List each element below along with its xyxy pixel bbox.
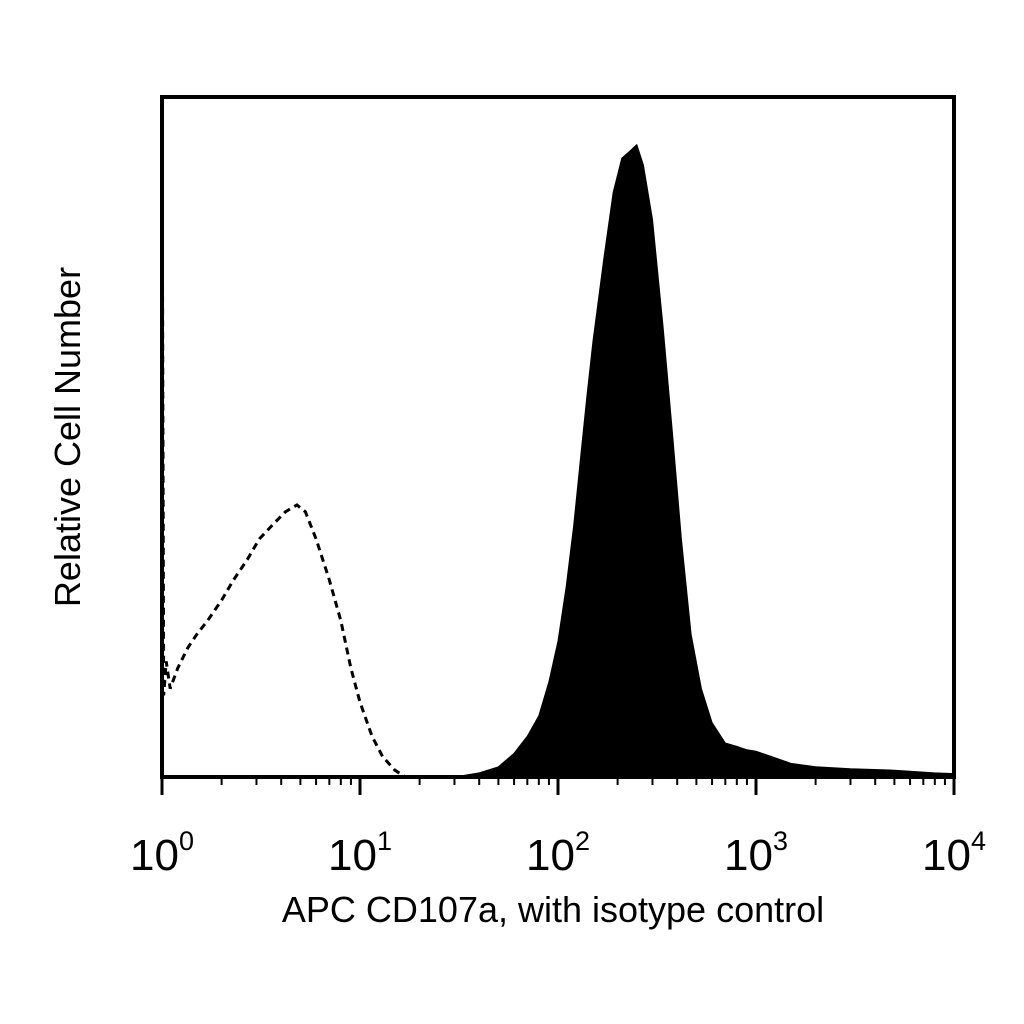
series-layer [160, 103, 955, 779]
x-tick-label: 102 [526, 826, 590, 880]
x-axis-label: APC CD107a, with isotype control [282, 889, 824, 930]
sample-histogram-filled [454, 143, 955, 778]
isotype-control-histogram-dashed [160, 103, 407, 779]
x-tick-label: 101 [328, 826, 392, 880]
y-axis-label: Relative Cell Number [47, 267, 88, 607]
x-tick-label: 103 [724, 826, 788, 880]
x-tick-label: 100 [130, 826, 194, 880]
x-tick-label: 104 [922, 826, 986, 880]
x-axis-ticks: 100 101 102 103 104 [130, 777, 986, 880]
